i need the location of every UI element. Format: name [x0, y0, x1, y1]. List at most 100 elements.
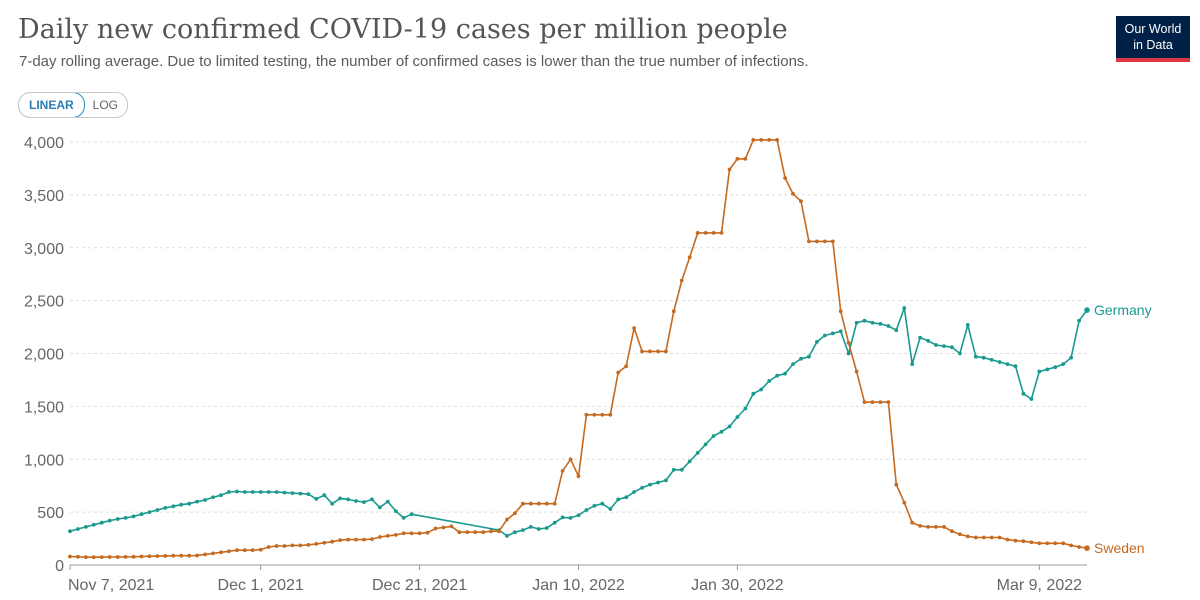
data-point-sweden[interactable]	[695, 231, 700, 235]
data-point-germany[interactable]	[107, 518, 112, 523]
series-line-germany[interactable]	[69, 307, 1088, 537]
data-point-sweden[interactable]	[409, 531, 414, 536]
data-point-germany[interactable]	[624, 495, 629, 500]
data-point-sweden[interactable]	[822, 239, 827, 244]
data-point-sweden[interactable]	[918, 524, 922, 528]
data-point-germany[interactable]	[568, 516, 573, 520]
data-point-germany[interactable]	[385, 499, 390, 504]
data-point-sweden[interactable]	[671, 309, 676, 314]
data-point-germany[interactable]	[298, 491, 303, 496]
data-point-germany[interactable]	[258, 490, 263, 494]
data-point-germany[interactable]	[862, 318, 867, 323]
data-point-germany[interactable]	[918, 335, 922, 340]
data-point-sweden[interactable]	[274, 544, 279, 548]
data-point-germany[interactable]	[528, 525, 533, 529]
data-point-sweden[interactable]	[1053, 541, 1058, 546]
data-point-germany[interactable]	[942, 344, 946, 348]
data-point-germany[interactable]	[584, 508, 589, 512]
data-point-sweden[interactable]	[433, 526, 438, 531]
data-point-germany[interactable]	[393, 509, 398, 513]
data-point-sweden[interactable]	[68, 554, 72, 559]
data-point-germany[interactable]	[346, 497, 350, 502]
data-point-germany[interactable]	[743, 406, 748, 411]
data-point-germany[interactable]	[1021, 391, 1026, 396]
data-point-germany[interactable]	[338, 496, 342, 501]
data-point-germany[interactable]	[815, 340, 819, 344]
data-point-sweden[interactable]	[616, 370, 621, 375]
data-point-germany[interactable]	[910, 362, 915, 366]
data-point-sweden[interactable]	[505, 517, 509, 522]
data-point-sweden[interactable]	[878, 400, 883, 404]
data-point-germany[interactable]	[274, 490, 279, 494]
data-point-sweden[interactable]	[783, 176, 787, 180]
data-point-sweden[interactable]	[870, 400, 875, 404]
data-point-germany[interactable]	[282, 490, 287, 495]
data-point-germany[interactable]	[735, 415, 740, 419]
data-point-sweden[interactable]	[155, 554, 160, 558]
data-point-sweden[interactable]	[171, 553, 176, 558]
data-point-sweden[interactable]	[640, 349, 644, 354]
data-point-germany[interactable]	[354, 499, 358, 503]
data-point-sweden[interactable]	[1084, 545, 1090, 551]
data-point-germany[interactable]	[401, 516, 406, 520]
data-point-sweden[interactable]	[965, 534, 970, 539]
data-point-germany[interactable]	[886, 324, 891, 328]
data-point-germany[interactable]	[671, 467, 676, 472]
data-point-sweden[interactable]	[632, 326, 636, 330]
data-point-germany[interactable]	[139, 512, 144, 517]
data-point-germany[interactable]	[656, 480, 660, 485]
data-point-germany[interactable]	[91, 522, 96, 527]
data-point-germany[interactable]	[759, 387, 764, 392]
data-point-germany[interactable]	[1005, 362, 1010, 366]
data-point-germany[interactable]	[314, 497, 319, 501]
data-point-germany[interactable]	[608, 507, 613, 511]
data-point-germany[interactable]	[242, 490, 247, 494]
data-point-germany[interactable]	[115, 517, 120, 521]
data-point-sweden[interactable]	[497, 529, 501, 534]
data-point-germany[interactable]	[521, 528, 525, 532]
data-point-germany[interactable]	[536, 527, 541, 531]
data-point-sweden[interactable]	[846, 341, 851, 345]
data-point-germany[interactable]	[99, 520, 104, 525]
data-point-germany[interactable]	[131, 514, 136, 519]
data-point-sweden[interactable]	[290, 543, 295, 548]
data-point-germany[interactable]	[791, 362, 795, 366]
data-point-sweden[interactable]	[91, 555, 96, 560]
data-point-germany[interactable]	[807, 354, 811, 359]
data-point-sweden[interactable]	[1029, 540, 1034, 545]
data-point-sweden[interactable]	[568, 457, 573, 462]
data-point-germany[interactable]	[616, 497, 621, 502]
data-point-sweden[interactable]	[1005, 537, 1010, 542]
data-point-sweden[interactable]	[862, 400, 867, 404]
data-point-germany[interactable]	[203, 498, 208, 502]
data-point-sweden[interactable]	[306, 543, 311, 547]
data-point-germany[interactable]	[1069, 355, 1073, 360]
data-point-germany[interactable]	[409, 512, 414, 517]
data-point-sweden[interactable]	[76, 554, 80, 559]
data-point-sweden[interactable]	[910, 520, 915, 525]
data-point-germany[interactable]	[1061, 362, 1066, 366]
data-point-germany[interactable]	[1037, 369, 1042, 374]
linear-scale-button[interactable]: LINEAR	[19, 93, 85, 117]
data-point-sweden[interactable]	[592, 412, 597, 417]
data-point-sweden[interactable]	[330, 539, 335, 544]
data-point-germany[interactable]	[68, 529, 72, 534]
data-point-germany[interactable]	[370, 497, 374, 502]
data-point-sweden[interactable]	[973, 535, 978, 540]
data-point-germany[interactable]	[362, 500, 366, 504]
data-point-sweden[interactable]	[560, 469, 565, 473]
data-point-germany[interactable]	[505, 534, 509, 538]
data-point-sweden[interactable]	[362, 537, 366, 542]
data-point-sweden[interactable]	[830, 239, 835, 244]
data-point-germany[interactable]	[846, 351, 851, 356]
data-point-germany[interactable]	[171, 504, 176, 509]
data-point-germany[interactable]	[513, 530, 517, 535]
data-point-germany[interactable]	[783, 371, 787, 376]
data-point-germany[interactable]	[1029, 397, 1034, 401]
data-point-germany[interactable]	[306, 492, 311, 496]
data-point-sweden[interactable]	[679, 278, 684, 283]
data-point-sweden[interactable]	[727, 167, 732, 172]
data-point-sweden[interactable]	[489, 529, 493, 534]
data-point-sweden[interactable]	[346, 537, 350, 542]
data-point-sweden[interactable]	[711, 231, 716, 235]
